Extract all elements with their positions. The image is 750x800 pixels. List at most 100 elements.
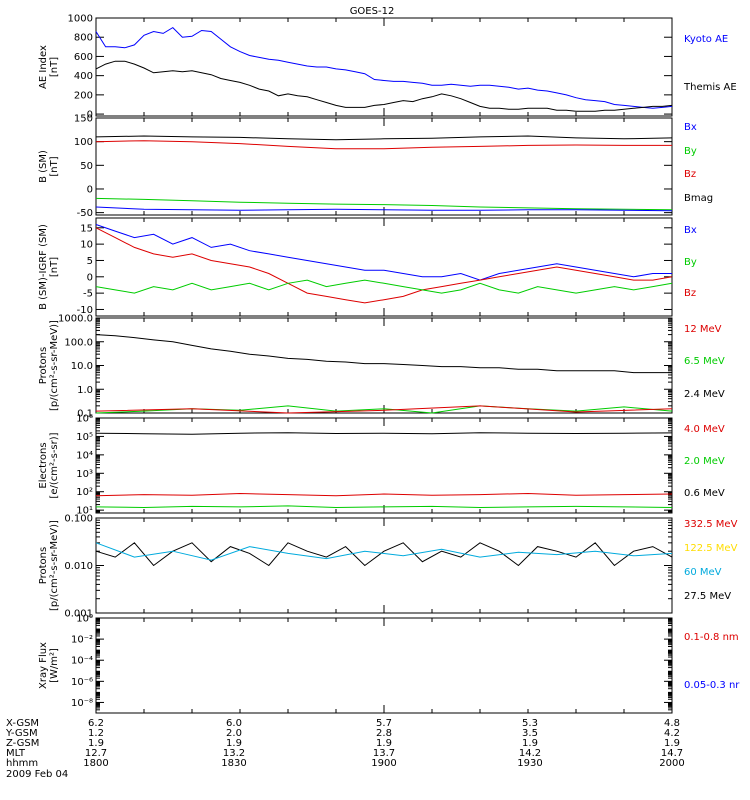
series-line-bsm-2 xyxy=(95,197,673,211)
x-axis-value: 2.8 xyxy=(376,728,392,739)
x-axis-row-label: Z-GSM xyxy=(6,738,39,749)
panel-ae: 0 200 400 600 800 1000 AE Index [nT] Kyoto AE The… xyxy=(38,14,737,121)
x-axis-value: 1900 xyxy=(371,758,396,769)
x-axis-value: 1.9 xyxy=(376,738,392,749)
legend-entry: Bx xyxy=(684,122,697,133)
y-tick-label: 10¹ xyxy=(76,506,93,517)
y-tick-label: 50 xyxy=(80,161,93,172)
legend-entry: Themis AE xyxy=(683,82,737,93)
x-axis-row-label: MLT xyxy=(6,748,26,759)
x-axis-value: 14.2 xyxy=(519,748,541,759)
legend-entry: Kyoto AE xyxy=(684,34,728,45)
y-axis-label: [p/(cm²-s-sr-MeV)] xyxy=(49,320,60,411)
y-tick-label: 800 xyxy=(74,33,93,44)
panel-hiprotons: 0.001 0.010 0.100 Protons [p/(cm²-s-sr-MeV)]… xyxy=(38,514,738,620)
y-tick-label: 0.001 xyxy=(64,609,93,620)
x-axis-row-label: hhmm xyxy=(6,758,38,769)
y-tick-label: 1000 xyxy=(68,14,93,25)
legend-entry: 0.1-0.8 nm xyxy=(684,632,739,643)
x-axis-value: 1.9 xyxy=(522,738,538,749)
x-axis-value: 1930 xyxy=(517,758,542,769)
series-line-bigrf-0 xyxy=(95,224,672,281)
legend-entry: 12 MeV xyxy=(684,324,722,335)
legend-entry: 2.0 MeV xyxy=(684,456,725,467)
legend-entry: By xyxy=(684,146,697,157)
legend-entry: 122.5 MeV xyxy=(684,543,738,554)
y-tick-label: 10⁶ xyxy=(76,414,93,425)
y-tick-label: -10 xyxy=(77,305,93,316)
legend-entry: 0.6 MeV xyxy=(684,488,725,499)
y-tick-label: 5 xyxy=(87,256,93,267)
series-line-ae-1 xyxy=(95,60,673,112)
y-tick-label: 10⁻⁴ xyxy=(71,656,93,667)
legend-entry: By xyxy=(684,257,697,268)
legend-entry: Bz xyxy=(684,288,696,299)
x-axis-value: 2000 xyxy=(659,758,684,769)
x-axis-table: X-GSM 6.2 6.0 5.7 5.3 4.8 Y-GSM 1.2 2.0 2.8 3.5 4.2… xyxy=(5,718,685,769)
y-axis-label: B (SM)-IGRF (SM) xyxy=(38,224,49,310)
x-axis-value: 6.0 xyxy=(226,718,242,729)
x-axis-value: 1.9 xyxy=(226,738,242,749)
series-line-protons-2 xyxy=(95,405,673,414)
legend-entry: 60 MeV xyxy=(684,567,722,578)
y-tick-label: 0.1 xyxy=(77,409,93,420)
y-axis-label: Electrons xyxy=(38,442,49,488)
y-tick-label: 10⁻⁸ xyxy=(71,698,93,709)
y-axis-label: AE Index xyxy=(38,45,49,89)
y-tick-label: 200 xyxy=(74,90,93,101)
y-tick-label: 10⁻² xyxy=(71,635,93,646)
x-axis-value: 2.0 xyxy=(226,728,242,739)
series-line-bigrf-1 xyxy=(95,227,673,304)
y-tick-label: 100 xyxy=(74,137,93,148)
x-axis-value: 13.7 xyxy=(373,748,395,759)
legend-entry: Bz xyxy=(684,169,696,180)
y-tick-label: -5 xyxy=(83,289,93,300)
y-tick-label: 10.0 xyxy=(71,361,93,372)
legend-entry: 332.5 MeV xyxy=(684,519,738,530)
x-axis-value: 1.9 xyxy=(88,738,104,749)
panel-bigrf: -10 -5 0 5 10 15 B (SM)-IGRF (SM) [nT] Bx By Bz xyxy=(38,217,697,317)
y-tick-label: 10⁵ xyxy=(76,432,93,443)
series-line-electrons-1 xyxy=(95,492,673,497)
legend-entry: 6.5 MeV xyxy=(684,356,725,367)
series-line-ae-0 xyxy=(95,26,673,109)
y-axis-label: B (SM) xyxy=(38,150,49,183)
series-line-bigrf-2 xyxy=(95,279,673,294)
y-tick-label: 0.100 xyxy=(64,514,93,525)
x-axis-value: 1800 xyxy=(83,758,108,769)
series-line-hiprotons-1 xyxy=(95,542,673,561)
panel-frame xyxy=(95,317,673,414)
panel-frame xyxy=(95,217,673,317)
panel-frame xyxy=(95,517,673,614)
legend-entry: Bx xyxy=(684,225,697,236)
panel-frame xyxy=(95,417,673,514)
series-line-protons-0 xyxy=(95,334,672,374)
panel-xray: 10⁰ 10⁻² 10⁻⁴ 10⁻⁶ 10⁻⁸ Xray Flux [W/m²] 0.1-0.… xyxy=(38,614,740,714)
y-tick-label: 600 xyxy=(74,52,93,63)
y-tick-label: 400 xyxy=(74,71,93,82)
y-axis-label: [p/(cm²-s-sr-MeV)] xyxy=(49,520,60,611)
panel-frame xyxy=(95,617,673,714)
x-axis-row-label: X-GSM xyxy=(6,718,39,729)
series-line-bsm-3 xyxy=(95,206,673,212)
x-axis-value: 12.7 xyxy=(85,748,107,759)
y-tick-label: 10³ xyxy=(76,469,93,480)
series-line-hiprotons-0 xyxy=(95,542,673,567)
x-axis-value: 1830 xyxy=(221,758,246,769)
panel-electrons: 10¹ 10² 10³ 10⁴ 10⁵ 10⁶ Electrons [e/(cm²-s-sr)… xyxy=(38,414,725,517)
y-tick-label: 10⁴ xyxy=(76,450,93,461)
y-tick-label: 10² xyxy=(76,487,93,498)
legend-entry: Bmag xyxy=(684,193,713,204)
x-axis-value: 4.8 xyxy=(664,718,680,729)
series-line-electrons-0 xyxy=(95,432,673,435)
y-tick-label: 10⁰ xyxy=(76,614,93,625)
x-axis-value: 13.2 xyxy=(223,748,245,759)
chart-title: GOES-12 xyxy=(350,6,395,17)
date-label: 2009 Feb 04 xyxy=(6,769,68,780)
y-tick-label: 15 xyxy=(80,223,93,234)
series-line-bsm-1 xyxy=(95,140,672,150)
legend-entry: 0.05-0.3 nr xyxy=(684,680,740,691)
y-tick-label: -50 xyxy=(77,208,93,219)
y-tick-label: 150 xyxy=(74,114,93,125)
x-axis-value: 1.9 xyxy=(664,738,680,749)
